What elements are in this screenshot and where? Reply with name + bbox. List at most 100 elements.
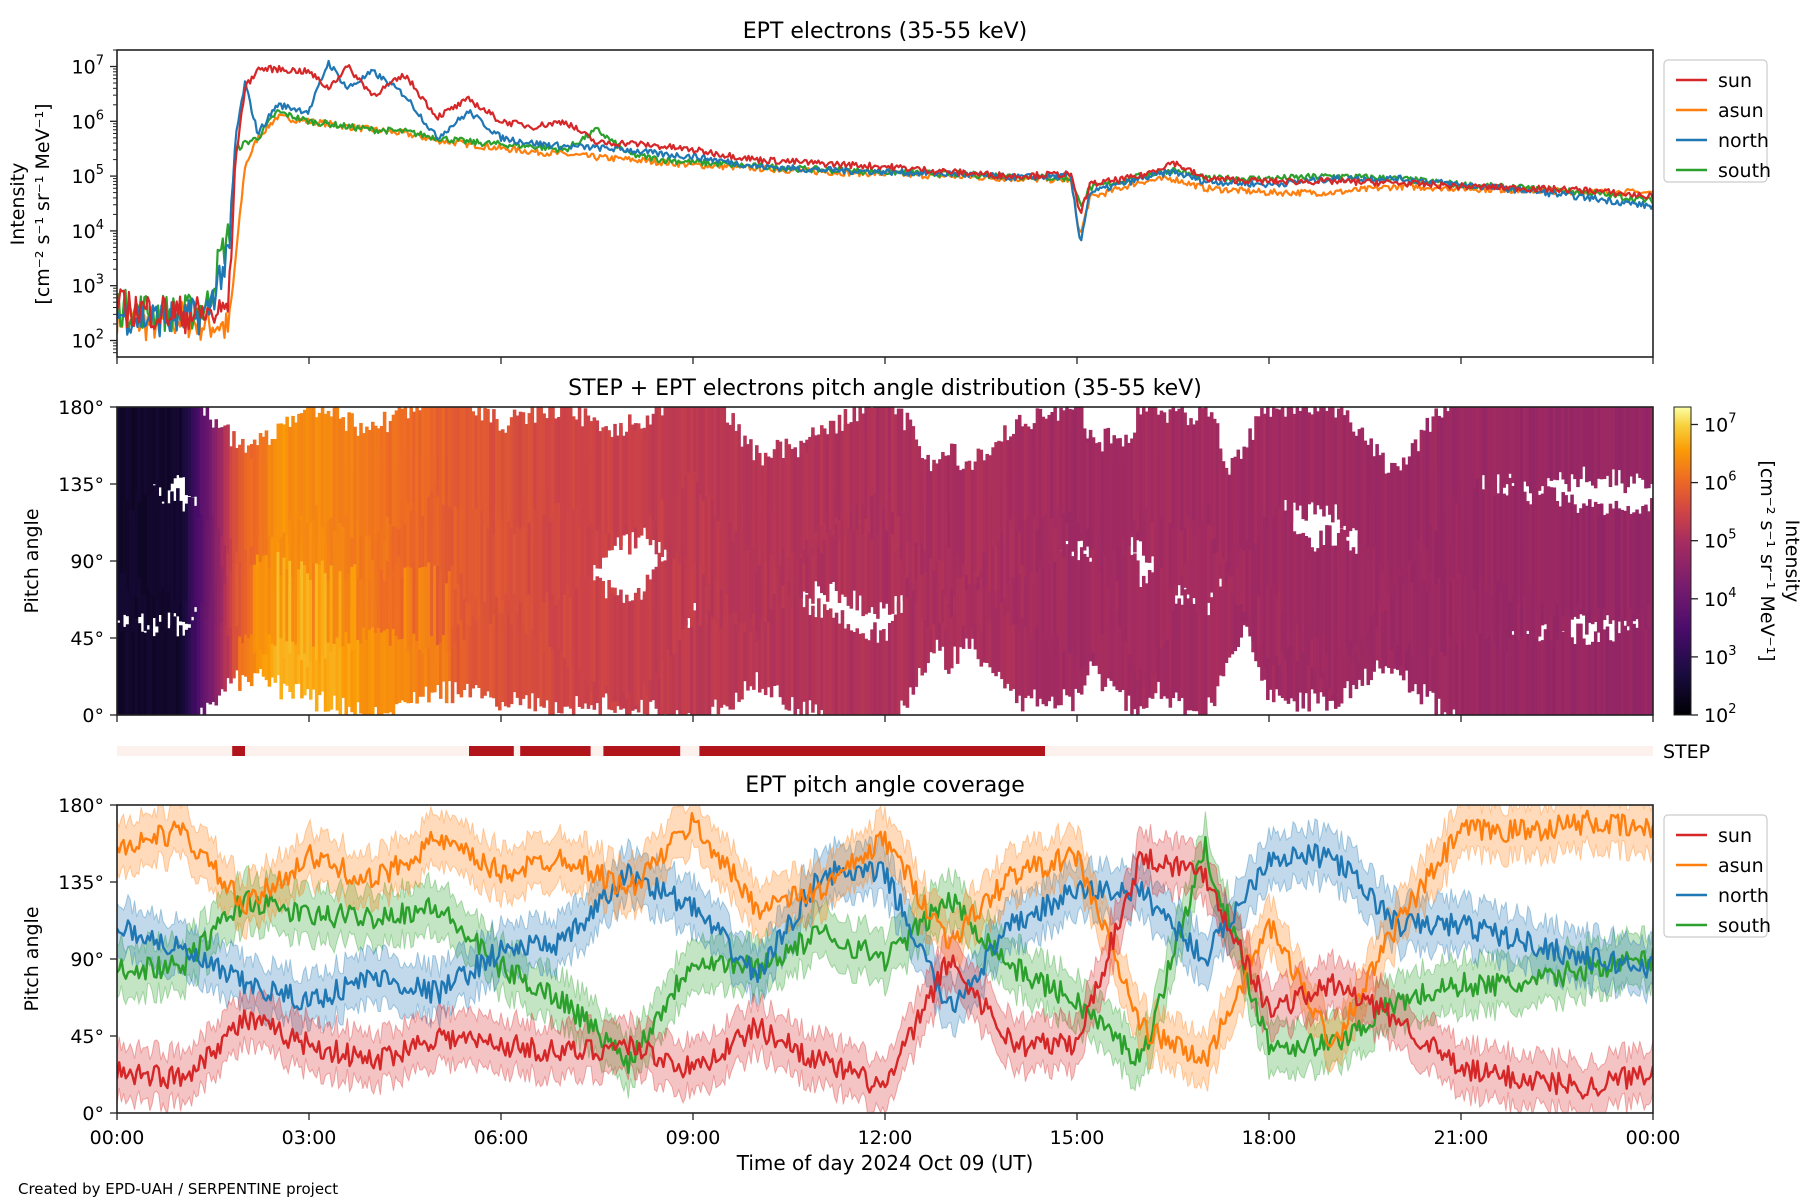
heatmap-cell [208, 602, 213, 705]
heatmap-cell [1085, 442, 1090, 530]
heatmap-cell [707, 470, 712, 584]
heatmap-cell [376, 428, 381, 533]
heatmap-cell [270, 439, 275, 537]
heatmap-cell [766, 497, 771, 623]
heatmap-cell [438, 543, 443, 643]
heatmap-cell [811, 605, 815, 713]
heatmap-cell [565, 544, 570, 668]
heatmap-cell [190, 498, 195, 617]
heatmap-cell [825, 610, 830, 715]
heatmap-cell [403, 407, 408, 524]
heatmap-cell [870, 408, 874, 496]
heatmap-cell [1588, 644, 1592, 715]
x-tick-label: 15:00 [1050, 1127, 1105, 1149]
heatmap-cell [778, 441, 783, 566]
coverage-line-sun [117, 848, 1653, 1100]
panel1-x-ticks [116, 357, 1654, 364]
heatmap-cell [229, 446, 233, 539]
heatmap-cell [622, 435, 626, 527]
heatmap-cell [574, 419, 579, 510]
heatmap-cell [675, 524, 679, 650]
colorbar-tick-label: 102 [1704, 702, 1736, 727]
legend-label-south: south [1718, 160, 1771, 182]
heatmap-cell [471, 495, 476, 591]
heatmap-cell [1505, 407, 1509, 485]
heatmap-cell [551, 544, 555, 650]
heatmap-cell [1189, 418, 1193, 526]
heatmap-cell [574, 560, 579, 669]
heatmap-cell [1032, 603, 1037, 690]
heatmap-cell [1339, 528, 1344, 654]
heatmap-cell [855, 628, 860, 715]
heatmap-cell [1452, 407, 1456, 494]
heatmap-cell [447, 407, 452, 507]
heatmap-cell [326, 592, 331, 712]
heatmap-cell [521, 412, 526, 527]
heatmap-cell [1461, 484, 1465, 570]
heatmap-cell [947, 548, 951, 674]
heatmap-cell [681, 525, 685, 630]
heatmap-cell [1012, 474, 1016, 579]
heatmap-cell [1428, 431, 1433, 525]
heatmap-cell [1014, 589, 1019, 704]
heatmap-cell [1115, 592, 1119, 691]
heatmap-cell [314, 417, 319, 506]
heatmap-cell [1041, 416, 1046, 519]
heatmap-cell [1635, 627, 1639, 715]
heatmap-cell [140, 407, 145, 485]
heatmap-cell [1071, 409, 1075, 510]
heatmap-cell [1599, 504, 1604, 621]
heatmap-cell [822, 604, 827, 715]
heatmap-cell [1003, 425, 1007, 544]
heatmap-cell [1260, 496, 1264, 589]
heatmap-cell [1215, 423, 1220, 553]
heatmap-cell [586, 415, 591, 526]
heatmap-cell [879, 407, 883, 504]
heatmap-cell [1248, 428, 1252, 550]
heatmap-cell [1041, 539, 1046, 632]
heatmap-cell [828, 608, 833, 715]
heatmap-cell [1431, 416, 1436, 532]
heatmap-cell [808, 446, 812, 541]
heatmap-cell [211, 599, 216, 702]
heatmap-cell [619, 423, 623, 546]
heatmap-cell [728, 485, 732, 613]
heatmap-cell [858, 506, 862, 596]
panel3-title: EPT pitch angle coverage [745, 773, 1025, 798]
heatmap-cell [908, 419, 913, 544]
heatmap-cell [660, 561, 665, 661]
heatmap-cell [1543, 629, 1548, 715]
heatmap-cell [196, 407, 201, 518]
heatmap-cell [1593, 407, 1598, 489]
heatmap-cell [311, 407, 316, 520]
heatmap-cell [1068, 546, 1072, 654]
heatmap-cell [1647, 518, 1651, 605]
heatmap-cell [852, 632, 857, 715]
heatmap-cell [258, 433, 263, 562]
coverage-line-south [117, 835, 1653, 1075]
heatmap-cell [347, 607, 351, 707]
heatmap-cell [282, 536, 286, 659]
heatmap-cell [158, 495, 162, 592]
heatmap-cell [973, 461, 978, 571]
heatmap-cell [1198, 497, 1202, 614]
heatmap-cell [471, 411, 476, 510]
heatmap-cell [1000, 583, 1004, 680]
heatmap-cell [424, 407, 428, 510]
heatmap-cell [1124, 434, 1128, 551]
heatmap-cell [1638, 612, 1642, 715]
heatmap-cell [882, 407, 886, 508]
y-tick-label: 105 [72, 163, 104, 188]
heatmap-cell [1201, 499, 1205, 618]
heatmap-cell [1109, 498, 1114, 595]
heatmap-cell [1514, 614, 1518, 715]
heatmap-cell [418, 531, 422, 650]
heatmap-cell [311, 557, 316, 647]
heatmap-cell [1558, 407, 1563, 473]
heatmap-cell [1130, 554, 1134, 654]
heatmap-cell [314, 472, 319, 564]
heatmap-cell [1026, 597, 1031, 696]
heatmap-cell [187, 497, 192, 617]
heatmap-cell [669, 537, 673, 656]
heatmap-cell [294, 422, 298, 516]
